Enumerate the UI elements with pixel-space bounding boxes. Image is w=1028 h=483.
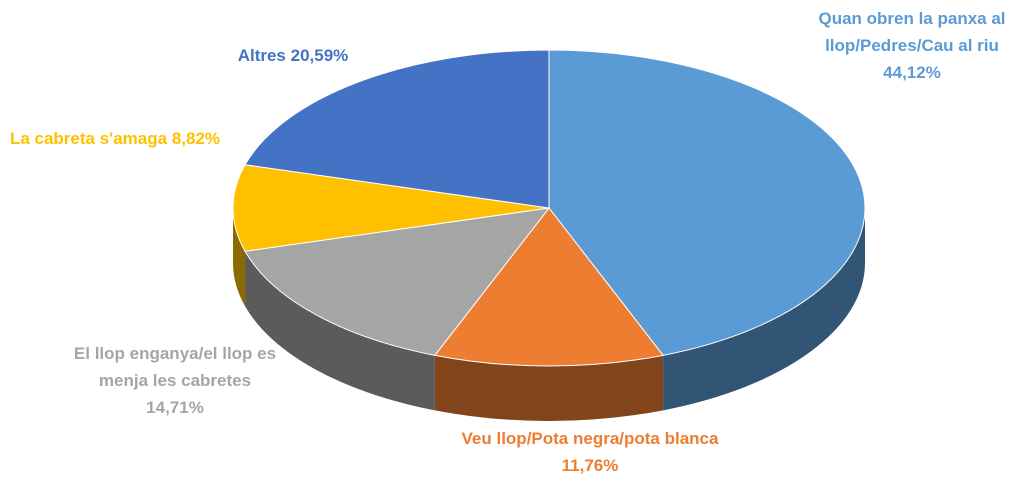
- category-label: Veu llop/Pota negra/pota blanca: [461, 429, 719, 448]
- pie-slice: [232, 164, 550, 252]
- data-label: Veu llop/Pota negra/pota blanca 11,76%: [455, 425, 725, 479]
- pie-side: [233, 208, 246, 307]
- data-label: Quan obren la panxa al llop/Pedres/Cau a…: [812, 5, 1012, 86]
- value-label: 14,71%: [146, 398, 204, 417]
- data-label: El llop enganya/el llop es menja les cab…: [70, 340, 280, 421]
- pie-side: [434, 355, 664, 421]
- pie-slice: [548, 49, 866, 356]
- value-label: 44,12%: [883, 63, 941, 82]
- value-label: 8,82%: [171, 129, 221, 148]
- data-label: La cabreta s'amaga 8,82%: [0, 125, 230, 152]
- category-label: El llop enganya/el llop es menja les cab…: [73, 344, 277, 390]
- value-label: 11,76%: [561, 456, 619, 475]
- pie-slice: [433, 207, 665, 367]
- data-label: Altres 20,59%: [193, 42, 393, 69]
- value-label: 20,59%: [290, 46, 349, 65]
- pie-slice: [244, 207, 551, 356]
- category-label: Altres: [237, 46, 286, 65]
- category-label: Quan obren la panxa al llop/Pedres/Cau a…: [818, 9, 1006, 55]
- pie-side: [663, 208, 866, 411]
- pie-slice: [244, 49, 550, 209]
- category-label: La cabreta s'amaga: [9, 129, 168, 148]
- pie-side: [245, 251, 435, 411]
